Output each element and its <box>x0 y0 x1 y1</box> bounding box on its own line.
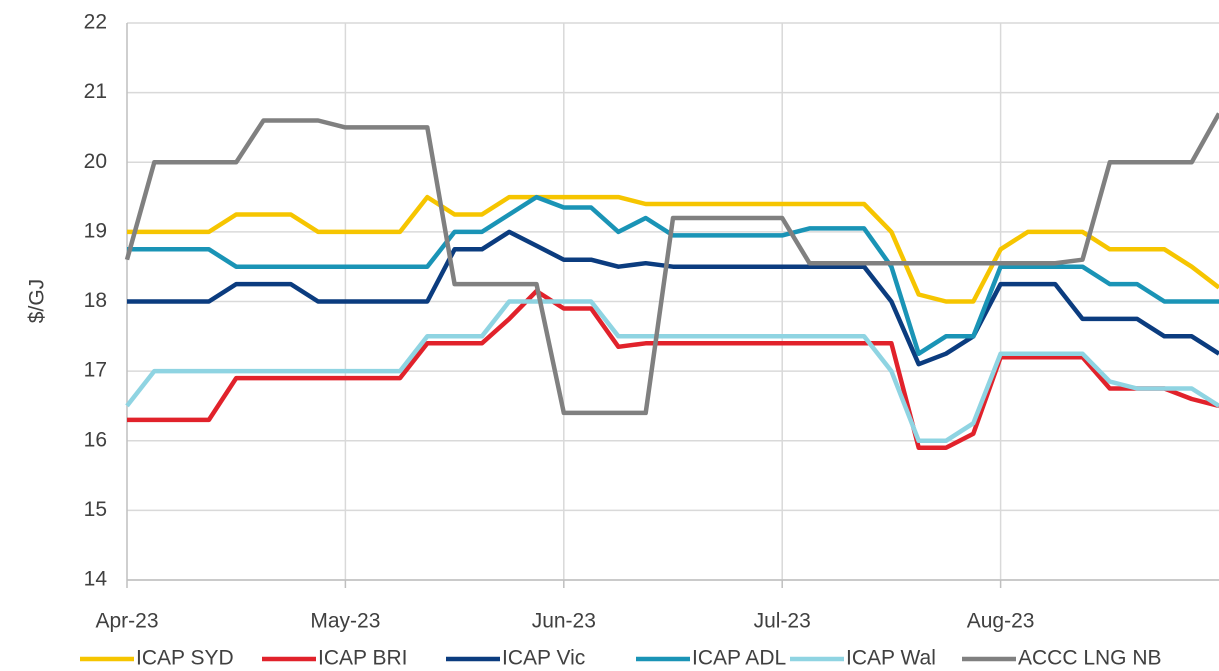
x-tick-label: May-23 <box>310 610 380 633</box>
y-axis-label: $/GJ <box>26 279 49 323</box>
y-tick-label: 15 <box>84 498 107 521</box>
legend-label: ICAP BRI <box>318 647 407 670</box>
y-tick-label: 21 <box>84 80 107 103</box>
series-line <box>127 194 1219 304</box>
y-tick-label: 19 <box>84 219 107 242</box>
legend-label: ACCC LNG NB <box>1018 647 1162 670</box>
series-line <box>127 229 1219 367</box>
legend-label: ICAP Vic <box>502 647 585 670</box>
y-tick-label: 14 <box>84 568 108 591</box>
y-tick-label: 22 <box>84 11 107 34</box>
legend-label: ICAP SYD <box>136 647 234 670</box>
y-tick-label: 17 <box>84 359 107 382</box>
series-line <box>124 112 1219 416</box>
legend-label: ICAP Wal <box>846 647 936 670</box>
x-tick-label: Jul-23 <box>754 610 811 633</box>
series-line <box>127 288 1219 450</box>
y-tick-label: 16 <box>84 428 107 451</box>
x-tick-label: Apr-23 <box>95 610 158 633</box>
x-tick-label: Aug-23 <box>967 610 1035 633</box>
legend-label: ICAP ADL <box>692 647 786 670</box>
x-tick-label: Jun-23 <box>532 610 596 633</box>
series-line <box>127 194 1219 356</box>
y-tick-label: 18 <box>84 289 107 312</box>
series-line <box>125 299 1219 444</box>
y-tick-label: 20 <box>84 150 107 173</box>
